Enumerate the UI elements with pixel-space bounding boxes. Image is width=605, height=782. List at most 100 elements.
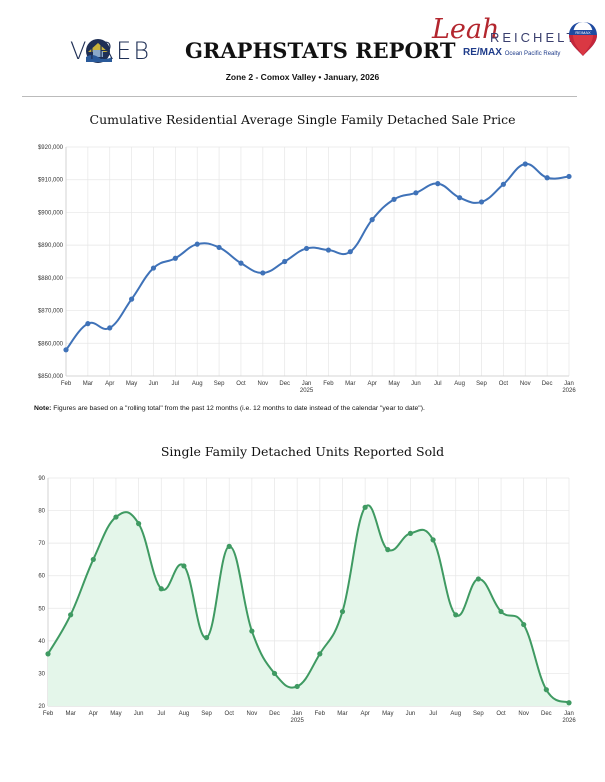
x-tick-label: May xyxy=(126,381,137,387)
data-point xyxy=(107,325,113,331)
remax-balloon-icon: RE/MAX xyxy=(569,22,597,56)
x-tick-label: Dec xyxy=(279,381,290,387)
x-tick-label: Jul xyxy=(157,711,165,717)
series-area xyxy=(48,505,569,706)
x-year-label: 2025 xyxy=(300,388,314,394)
data-point xyxy=(566,173,572,180)
data-point xyxy=(282,258,288,265)
data-point xyxy=(347,249,353,255)
data-point xyxy=(544,175,550,181)
brokerage-logo: RE/MAX Ocean Pacific Realty xyxy=(463,47,560,58)
x-tick-label: Aug xyxy=(454,381,465,387)
x-tick-label: Dec xyxy=(269,711,280,717)
data-point xyxy=(181,563,187,569)
data-point xyxy=(303,245,310,252)
x-tick-label: Aug xyxy=(450,711,461,717)
x-year-label: 2025 xyxy=(290,718,304,724)
x-tick-label: Apr xyxy=(89,711,98,717)
x-year-label: 2026 xyxy=(562,718,576,724)
x-tick-label: Jun xyxy=(134,711,144,717)
data-point xyxy=(136,521,142,527)
data-point xyxy=(226,543,232,550)
data-point xyxy=(522,161,528,167)
chart1: $850,000 $860,000 $870,000 $880,000 $890,000… xyxy=(38,145,576,394)
brokerage-name: RE/MAX xyxy=(463,47,502,58)
data-point xyxy=(249,628,255,634)
x-tick-label: Jul xyxy=(429,711,437,717)
data-point xyxy=(158,586,164,592)
data-point xyxy=(113,514,119,520)
footnote-label: Note: xyxy=(34,405,52,412)
x-tick-label: Oct xyxy=(225,711,235,717)
x-tick-label: Mar xyxy=(65,711,75,717)
data-point xyxy=(543,687,549,693)
report-title: GRAPHSTATS REPORT xyxy=(185,38,456,63)
data-point xyxy=(566,700,572,706)
agent-first-name: Leah xyxy=(432,14,500,45)
data-point xyxy=(325,247,332,253)
data-point xyxy=(339,608,346,615)
x-tick-label: Aug xyxy=(192,381,203,387)
data-point xyxy=(478,199,485,205)
y-tick-label: 40 xyxy=(38,639,45,645)
data-point xyxy=(90,556,96,563)
x-tick-label: Nov xyxy=(257,381,268,387)
x-tick-label: Jan xyxy=(302,381,312,387)
x-tick-label: Aug xyxy=(179,711,190,717)
data-point xyxy=(129,296,135,302)
y-tick-label: $880,000 xyxy=(38,276,64,282)
x-tick-label: Mar xyxy=(83,381,93,387)
y-tick-label: $900,000 xyxy=(38,210,64,216)
data-point xyxy=(369,217,375,223)
data-point xyxy=(68,612,74,618)
data-point xyxy=(475,576,481,582)
data-point xyxy=(45,651,51,657)
data-point xyxy=(521,621,527,628)
y-tick-label: $910,000 xyxy=(38,178,64,184)
data-point xyxy=(407,530,414,536)
data-point xyxy=(194,241,200,247)
report-subtitle: Zone 2 - Comox Valley • January, 2026 xyxy=(225,72,380,82)
x-tick-label: Feb xyxy=(43,711,54,717)
y-tick-label: 20 xyxy=(38,704,45,710)
x-tick-label: Nov xyxy=(520,381,531,387)
x-tick-label: Feb xyxy=(61,381,72,387)
x-tick-label: Oct xyxy=(499,381,509,387)
y-tick-label: 60 xyxy=(38,574,45,580)
data-point xyxy=(260,270,266,276)
series-line xyxy=(65,163,570,351)
header-divider xyxy=(22,96,577,97)
y-tick-label: $890,000 xyxy=(38,243,64,249)
y-tick-label: 30 xyxy=(38,671,45,677)
x-tick-label: Nov xyxy=(518,711,529,717)
x-tick-label: Jan xyxy=(292,711,302,717)
x-tick-label: Mar xyxy=(345,381,355,387)
chart2-title: Single Family Detached Units Reported So… xyxy=(160,444,445,459)
x-tick-label: Sep xyxy=(476,381,487,387)
y-tick-label: $920,000 xyxy=(38,145,64,151)
x-tick-label: Nov xyxy=(247,711,258,717)
x-tick-label: May xyxy=(382,711,393,717)
data-point xyxy=(63,347,69,353)
x-year-label: 2026 xyxy=(562,388,576,394)
data-point xyxy=(453,612,459,618)
y-tick-label: 50 xyxy=(38,606,45,612)
data-point xyxy=(430,537,436,543)
data-point xyxy=(435,181,441,187)
data-point xyxy=(413,190,419,196)
y-tick-label: $870,000 xyxy=(38,309,64,315)
data-point xyxy=(385,547,391,553)
data-point xyxy=(172,255,178,261)
x-tick-label: Jun xyxy=(406,711,416,717)
data-point xyxy=(271,670,278,677)
x-tick-label: Oct xyxy=(236,381,246,387)
x-tick-label: Feb xyxy=(323,381,334,387)
data-point xyxy=(238,260,244,266)
data-point xyxy=(150,265,157,271)
data-point xyxy=(457,195,463,201)
data-point xyxy=(498,608,504,615)
data-point xyxy=(203,635,210,641)
brokerage-subname: Ocean Pacific Realty xyxy=(504,51,561,57)
x-tick-label: Mar xyxy=(337,711,347,717)
x-tick-label: Apr xyxy=(360,711,369,717)
